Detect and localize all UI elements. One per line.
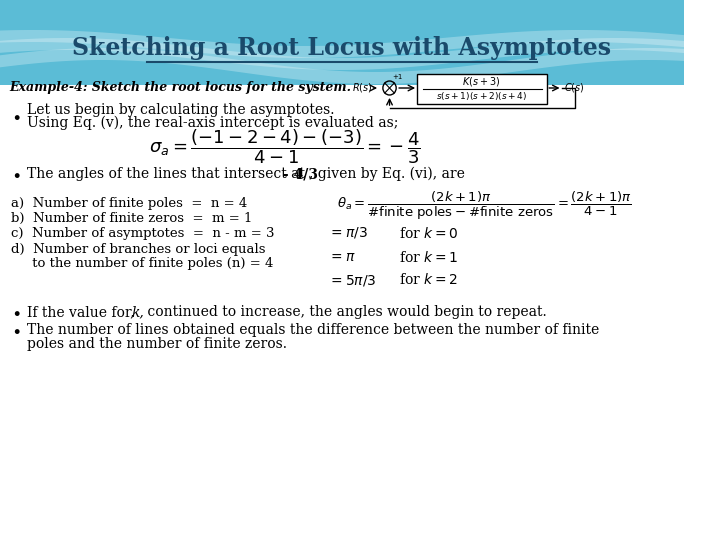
- Polygon shape: [0, 30, 684, 58]
- Text: $\sigma_a = \dfrac{(-1-2-4)-(-3)}{4-1} = -\dfrac{4}{3}$: $\sigma_a = \dfrac{(-1-2-4)-(-3)}{4-1} =…: [149, 127, 421, 166]
- Text: $\bullet$: $\bullet$: [12, 107, 21, 125]
- Text: $K(s+3)$: $K(s+3)$: [462, 76, 501, 89]
- Text: $C(s)$: $C(s)$: [564, 82, 585, 94]
- Text: If the value for,: If the value for,: [27, 305, 138, 319]
- Text: Sketching a Root Locus with Asymptotes: Sketching a Root Locus with Asymptotes: [73, 36, 611, 60]
- FancyBboxPatch shape: [0, 110, 684, 540]
- Polygon shape: [0, 48, 684, 84]
- Text: - 4/3: - 4/3: [279, 167, 318, 181]
- Text: to the number of finite poles (n) = 4: to the number of finite poles (n) = 4: [12, 258, 274, 271]
- Text: $\theta_a = \dfrac{(2k+1)\pi}{\#\mathrm{finite\ poles} - \#\mathrm{finite\ zeros: $\theta_a = \dfrac{(2k+1)\pi}{\#\mathrm{…: [337, 190, 632, 222]
- Text: $\bullet$: $\bullet$: [12, 321, 21, 339]
- Text: $= \pi/3$: $= \pi/3$: [328, 226, 367, 240]
- Polygon shape: [0, 0, 684, 85]
- Text: Example-4: Sketch the root locus for the system.: Example-4: Sketch the root locus for the…: [9, 82, 351, 94]
- Text: b)  Number of finite zeros  =  m = 1: b) Number of finite zeros = m = 1: [12, 212, 253, 225]
- Text: $R(s)$: $R(s)$: [351, 82, 372, 94]
- Text: d)  Number of branches or loci equals: d) Number of branches or loci equals: [12, 244, 266, 256]
- Text: $\bullet$: $\bullet$: [12, 165, 21, 183]
- Polygon shape: [0, 38, 684, 70]
- Text: for $k = 0$: for $k = 0$: [399, 226, 459, 240]
- Text: continued to increase, the angles would begin to repeat.: continued to increase, the angles would …: [143, 305, 546, 319]
- Text: +1: +1: [392, 74, 402, 80]
- Text: The angles of the lines that intersect at: The angles of the lines that intersect a…: [27, 167, 305, 181]
- Text: k,: k,: [131, 305, 144, 319]
- Text: $= \pi$: $= \pi$: [328, 250, 356, 264]
- Text: for $k = 2$: for $k = 2$: [399, 273, 458, 287]
- Text: $= 5\pi/3$: $= 5\pi/3$: [328, 273, 377, 287]
- Text: Let us begin by calculating the asymptotes.: Let us begin by calculating the asymptot…: [27, 103, 334, 117]
- Text: Using Eq. (v), the real-axis intercept is evaluated as;: Using Eq. (v), the real-axis intercept i…: [27, 116, 398, 130]
- Text: $s(s+1)(s+2)(s+4)$: $s(s+1)(s+2)(s+4)$: [436, 90, 527, 102]
- Text: $\bullet$: $\bullet$: [12, 303, 21, 321]
- Text: , given by Eq. (vi), are: , given by Eq. (vi), are: [309, 167, 464, 181]
- Text: a)  Number of finite poles  =  n = 4: a) Number of finite poles = n = 4: [12, 197, 248, 210]
- Text: The number of lines obtained equals the difference between the number of finite: The number of lines obtained equals the …: [27, 323, 599, 337]
- FancyBboxPatch shape: [417, 74, 547, 104]
- Text: poles and the number of finite zeros.: poles and the number of finite zeros.: [27, 337, 287, 351]
- Text: c)  Number of asymptotes  =  n - m = 3: c) Number of asymptotes = n - m = 3: [12, 226, 275, 240]
- Text: for $k = 1$: for $k = 1$: [399, 249, 458, 265]
